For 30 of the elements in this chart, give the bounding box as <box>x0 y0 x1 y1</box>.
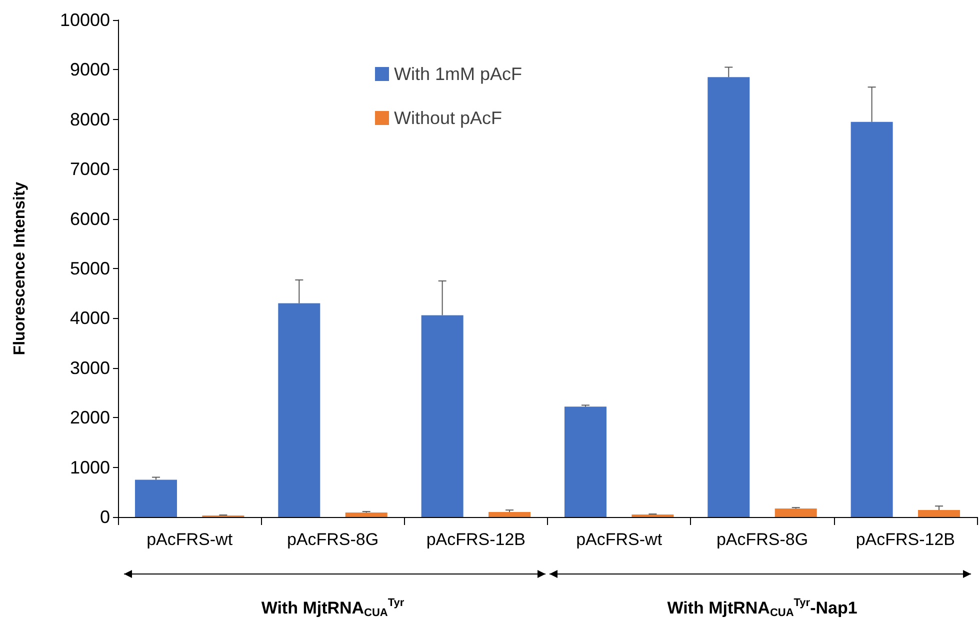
y-tick-label: 6000 <box>70 208 110 229</box>
bar <box>564 406 606 517</box>
y-tick-label: 0 <box>100 507 110 527</box>
bar <box>774 508 817 517</box>
legend-label: Without pAcF <box>394 108 502 128</box>
y-tick-label: 9000 <box>70 60 110 80</box>
bar <box>850 122 893 517</box>
y-tick-label: 2000 <box>70 408 110 428</box>
bar <box>134 480 177 517</box>
y-tick-label: 3000 <box>70 358 110 378</box>
y-tick-label: 7000 <box>70 159 110 180</box>
y-tick-label: 8000 <box>70 109 110 130</box>
x-tick-label: pAcFRS-12B <box>426 530 526 549</box>
y-tick-label: 4000 <box>70 308 110 328</box>
x-tick-label: pAcFRS-8G <box>286 530 379 549</box>
y-tick-label: 10000 <box>60 10 110 30</box>
bar <box>421 315 464 517</box>
bar <box>488 512 531 517</box>
x-tick-label: pAcFRS-wt <box>146 530 233 549</box>
bar <box>278 303 320 517</box>
bar <box>345 512 388 517</box>
bar <box>918 510 960 517</box>
y-tick-label: 1000 <box>70 457 110 478</box>
legend-label: With 1mM pAcF <box>394 64 522 84</box>
y-axis-title: Fluorescence Intensity <box>12 182 28 356</box>
x-tick-label: pAcFRS-wt <box>576 530 662 549</box>
x-tick-label: pAcFRS-12B <box>856 530 956 549</box>
y-tick-label: 5000 <box>70 258 110 278</box>
x-tick-label: pAcFRS-8G <box>716 530 808 549</box>
bar <box>708 77 750 517</box>
